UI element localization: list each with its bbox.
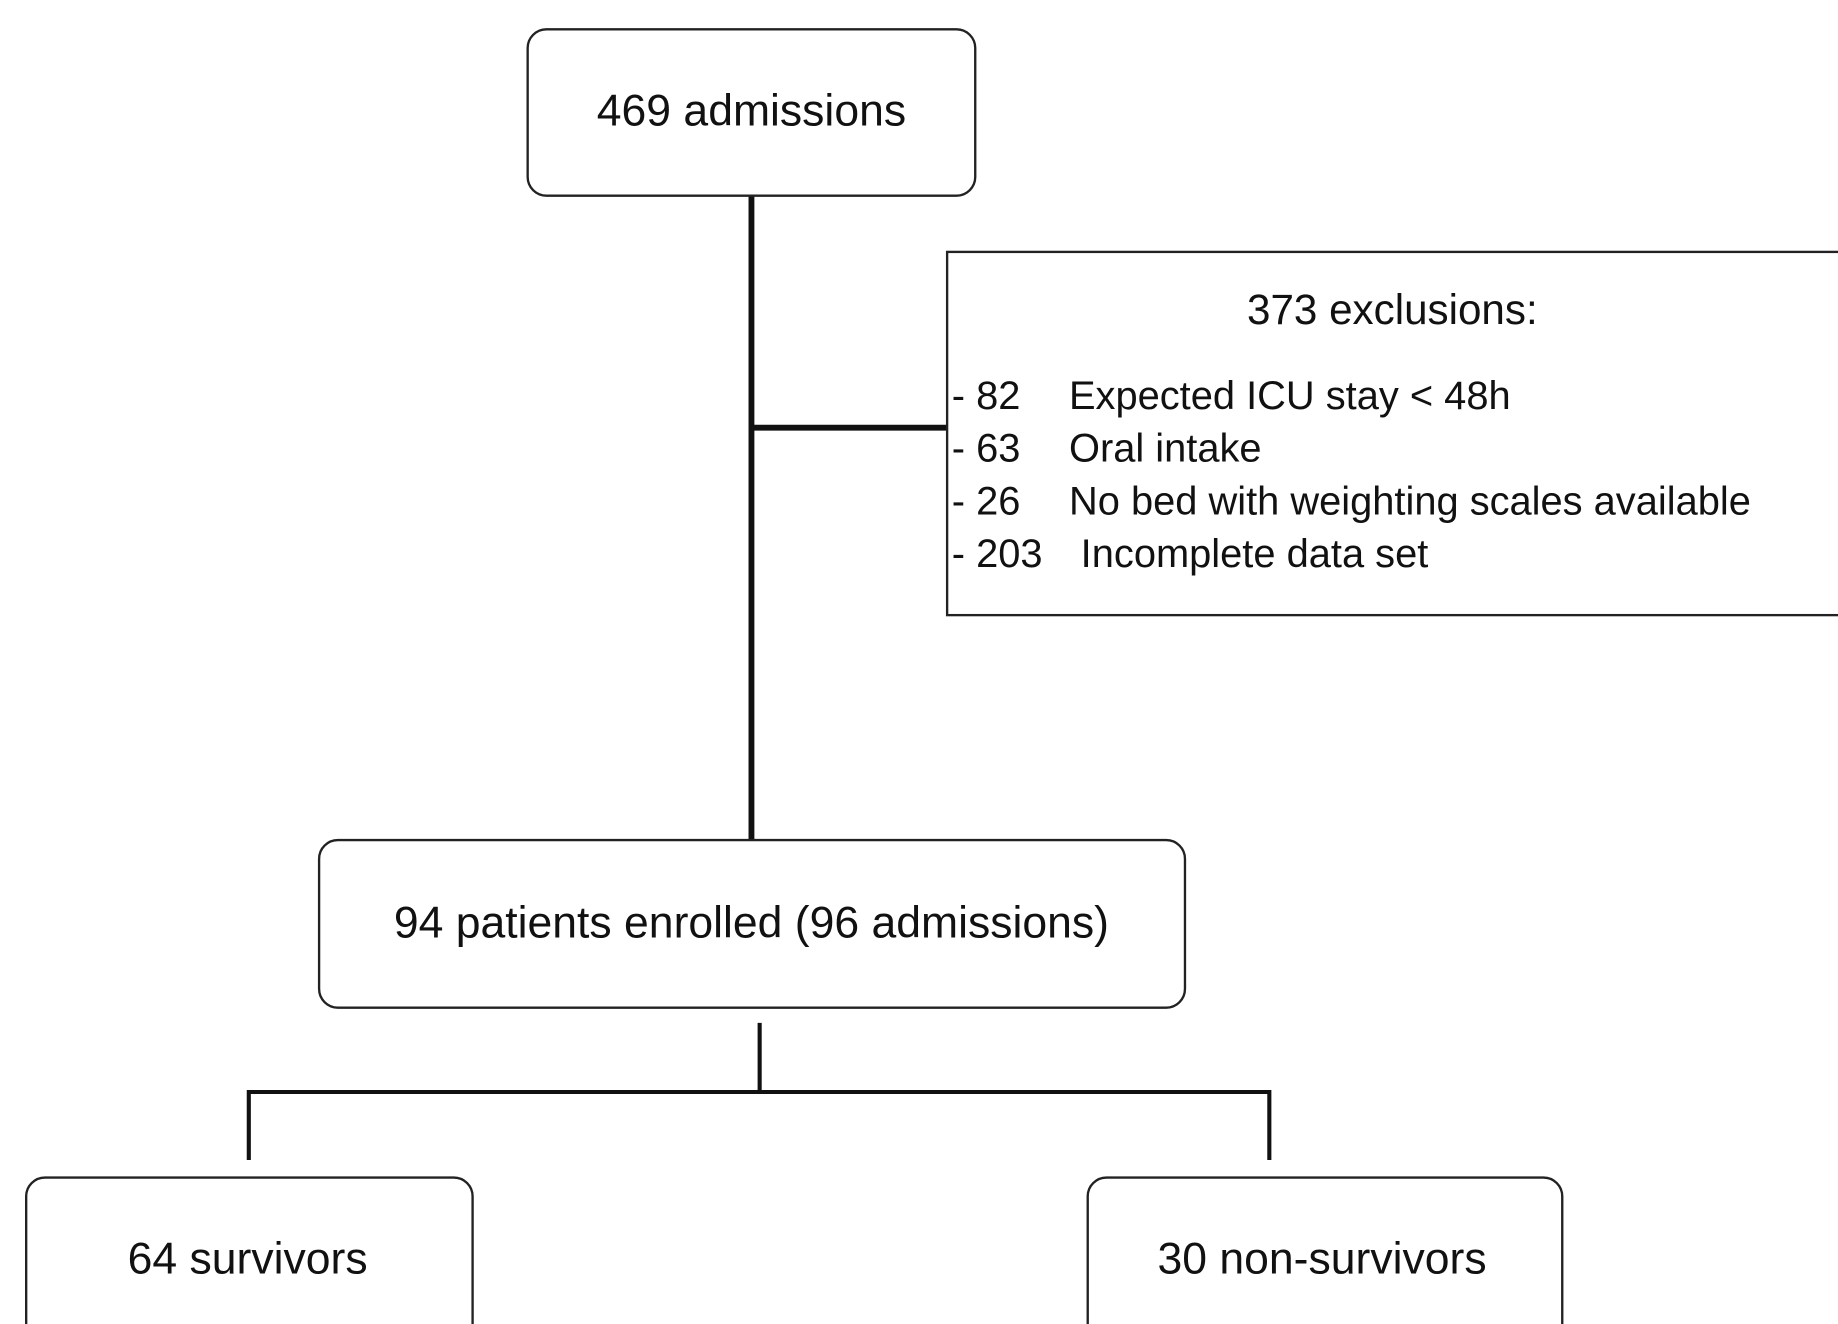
node-box — [317, 838, 1187, 1009]
exclusion-count: - 63 — [952, 427, 1021, 471]
exclusion-box — [945, 250, 1838, 617]
node-label: 64 survivors — [128, 1235, 368, 1284]
exclusion-reason: Incomplete data set — [1081, 532, 1429, 576]
node-box — [1086, 1176, 1564, 1324]
exclusion-count: - 26 — [952, 479, 1021, 523]
exclusion-reason: Expected ICU stay < 48h — [1069, 374, 1511, 418]
node-label: 469 admissions — [597, 86, 906, 135]
exclusion-count: - 203 — [952, 532, 1043, 576]
node-box — [526, 28, 977, 197]
exclusion-count: - 82 — [952, 374, 1021, 418]
node-label: 30 non-survivors — [1158, 1235, 1487, 1284]
exclusion-title: 373 exclusions: — [1247, 286, 1538, 333]
node-label: 94 patients enrolled (96 admissions) — [394, 898, 1109, 947]
connector — [246, 1089, 1272, 1160]
exclusion-reason: Oral intake — [1069, 427, 1262, 471]
exclusion-reason: No bed with weighting scales available — [1069, 479, 1751, 523]
node-box — [25, 1176, 474, 1324]
